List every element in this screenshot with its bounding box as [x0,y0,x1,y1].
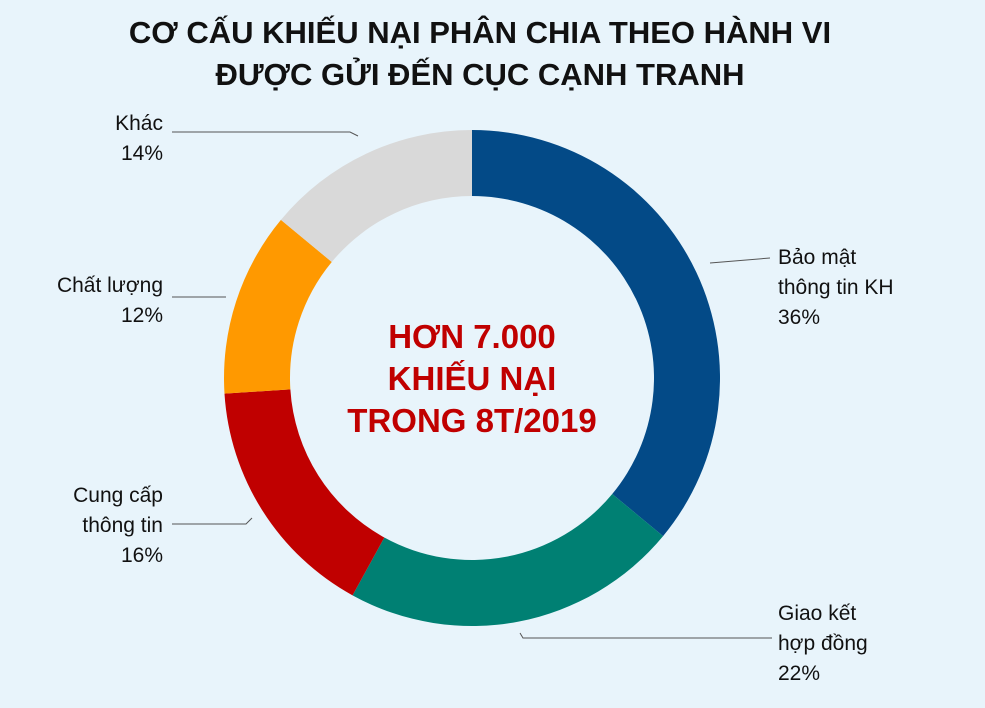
slice-value-label: 36% [778,306,820,329]
slice-name-label: thông tin KH [778,276,894,299]
donut-slice [280,130,472,262]
leader-line [709,257,771,264]
slice-value-label: 22% [778,662,820,685]
center-label-line-2: KHIẾU NẠI [388,360,557,397]
slice-name-label: Bảo mật [778,246,856,269]
center-label: HƠN 7.000 KHIẾU NẠI TRONG 8T/2019 [347,318,596,439]
slice-value-label: 16% [121,544,163,567]
chart-title-line-1: CƠ CẤU KHIẾU NẠI PHÂN CHIA THEO HÀNH VI [128,15,832,50]
slice-value-label: 12% [121,304,163,327]
slice-name-label: Cung cấp [73,484,163,507]
center-label-line-1: HƠN 7.000 [388,318,556,355]
slice-label: Cung cấp thông tin 16% [73,484,163,567]
slice-name-label: thông tin [82,514,163,537]
donut-slice [472,130,720,537]
slice-value-label: 14% [121,142,163,165]
donut-slice [224,389,385,596]
chart-title-line-2: ĐƯỢC GỬI ĐẾN CỤC CẠNH TRANH [215,57,745,92]
leader-lines [172,131,772,639]
slice-label: Chất lượng 12% [57,274,163,327]
slice-name-label: hợp đồng [778,632,868,655]
slice-label: Giao kết hợp đồng 22% [778,602,868,685]
chart-title: CƠ CẤU KHIẾU NẠI PHÂN CHIA THEO HÀNH VI … [0,12,960,96]
leader-line [172,131,359,137]
leader-line [172,517,253,525]
slice-name-label: Chất lượng [57,274,163,297]
donut-slice [352,494,664,626]
slice-name-label: Khác [115,112,163,135]
slice-name-label: Giao kết [778,602,856,625]
slice-labels: Bảo mật thông tin KH 36% Giao kết hợp đồng 22… [57,112,894,685]
slice-label: Bảo mật thông tin KH 36% [778,246,894,329]
center-label-line-3: TRONG 8T/2019 [347,402,596,439]
slice-label: Khác 14% [115,112,163,165]
leader-line [519,632,772,639]
donut-slice [224,219,332,394]
donut-slices [224,130,720,626]
